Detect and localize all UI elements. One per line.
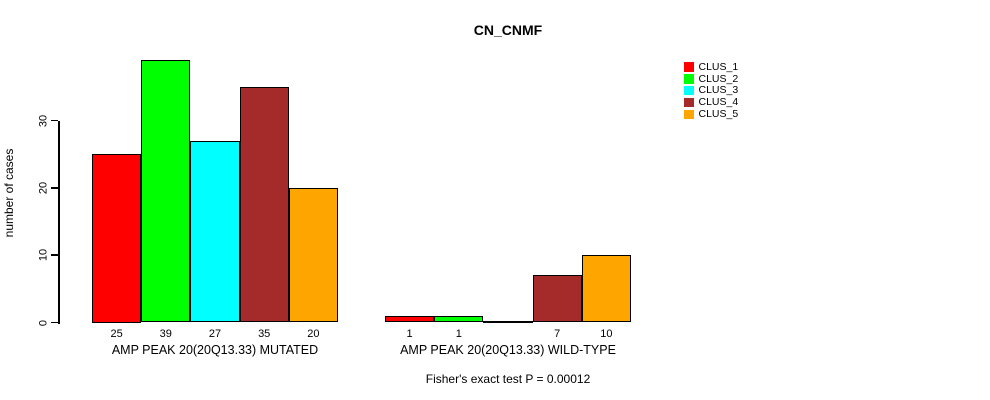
y-tick-label: 20 [37,181,50,195]
x-axis-group-label: AMP PEAK 20(20Q13.33) WILD-TYPE [400,343,616,357]
bar-value-label: 27 [208,328,222,340]
bar-value-label: 39 [159,328,172,340]
legend-swatch-clus_1 [684,62,694,72]
fisher-test-annotation: Fisher's exact test P = 0.00012 [425,372,591,386]
legend-row: CLUS_3 [684,85,738,97]
y-tick-label: 30 [37,114,50,127]
legend-label-clus_3: CLUS_3 [698,84,739,97]
legend-row: CLUS_2 [684,73,738,85]
y-tick-label: 10 [37,249,50,262]
bar-clus_5-wild-type [581,255,631,323]
legend-swatch-clus_4 [684,97,694,108]
bar-clus_2-wild-type [434,315,484,323]
legend-label-clus_4: CLUS_4 [698,96,739,109]
legend-row: CLUS_5 [684,109,738,121]
y-axis-tick [51,321,58,324]
legend-row: CLUS_4 [684,97,738,109]
legend: CLUS_1 CLUS_2 CLUS_3 CLUS_4 CLUS_5 [684,61,738,120]
bar-clus_4-mutated [239,86,289,323]
bar-clus_1-wild-type [385,315,435,323]
bar-clus_3-mutated [190,140,240,323]
bar-value-label: 1 [406,328,413,340]
y-axis-tick [51,119,58,122]
legend-label-clus_1: CLUS_1 [698,60,739,73]
bar-value-label: 20 [307,328,320,340]
bar-value-label: 7 [554,328,561,340]
legend-label-clus_5: CLUS_5 [698,108,739,121]
legend-row: CLUS_1 [684,61,738,73]
legend-swatch-clus_5 [684,109,694,120]
bar-value-label: 10 [600,328,613,340]
bar-clus_4-wild-type [532,275,582,323]
bar-value-label: 25 [110,328,123,340]
legend-swatch-clus_2 [684,74,694,84]
chart-title: CN_CNMF [473,22,543,38]
legend-swatch-clus_3 [684,85,694,96]
bar-clus_1-mutated [92,154,142,323]
y-tick-label: 0 [37,319,50,326]
bar-clus_2-mutated [141,60,191,323]
bar-value-label: 35 [258,328,271,340]
x-axis-group-label: AMP PEAK 20(20Q13.33) MUTATED [111,343,319,357]
y-axis-tick [51,187,58,189]
bar-clus_3-wild-type-zero [483,321,533,323]
y-axis-line [58,120,60,324]
y-axis-tick [51,254,58,256]
bar-value-label: 1 [455,328,462,340]
legend-label-clus_2: CLUS_2 [698,72,739,85]
bar-clus_5-mutated [288,187,338,323]
